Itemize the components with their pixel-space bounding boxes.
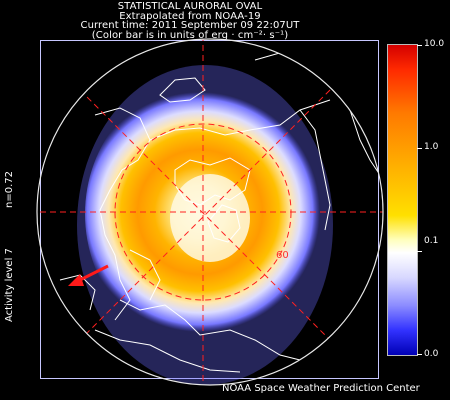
title: STATISTICAL AURORAL OVAL <box>117 1 263 12</box>
source-line: Extrapolated from NOAA-19 <box>119 10 261 22</box>
colorbar-label-high: 1.0 <box>424 142 439 152</box>
current-time: Current time: 2011 September 09 22:07UT <box>80 20 300 31</box>
lat-lon-grid <box>37 39 383 385</box>
sun-direction-arrow <box>68 264 109 286</box>
colorbar-label-mid: 0.1 <box>424 236 439 246</box>
colorbar-label-max: 10.0 <box>424 39 445 49</box>
coastlines <box>59 49 381 373</box>
units-note: (Color bar is in units of erg · cm⁻²· s⁻… <box>91 29 289 41</box>
footer-credit: NOAA Space Weather Prediction Center <box>222 383 420 394</box>
globe-outline <box>36 38 384 386</box>
colorbar-tick <box>417 45 422 46</box>
colorbar-tick <box>417 354 422 355</box>
colorbar-tick <box>417 251 422 252</box>
color-bar <box>388 45 417 355</box>
chart-header: STATISTICAL AURORAL OVAL Extrapolated fr… <box>0 2 380 40</box>
colorbar-tick <box>417 148 422 149</box>
colorbar-label-min: 0.0 <box>424 349 439 359</box>
latitude-label: 60 <box>276 250 289 261</box>
plot-frame <box>40 40 379 379</box>
